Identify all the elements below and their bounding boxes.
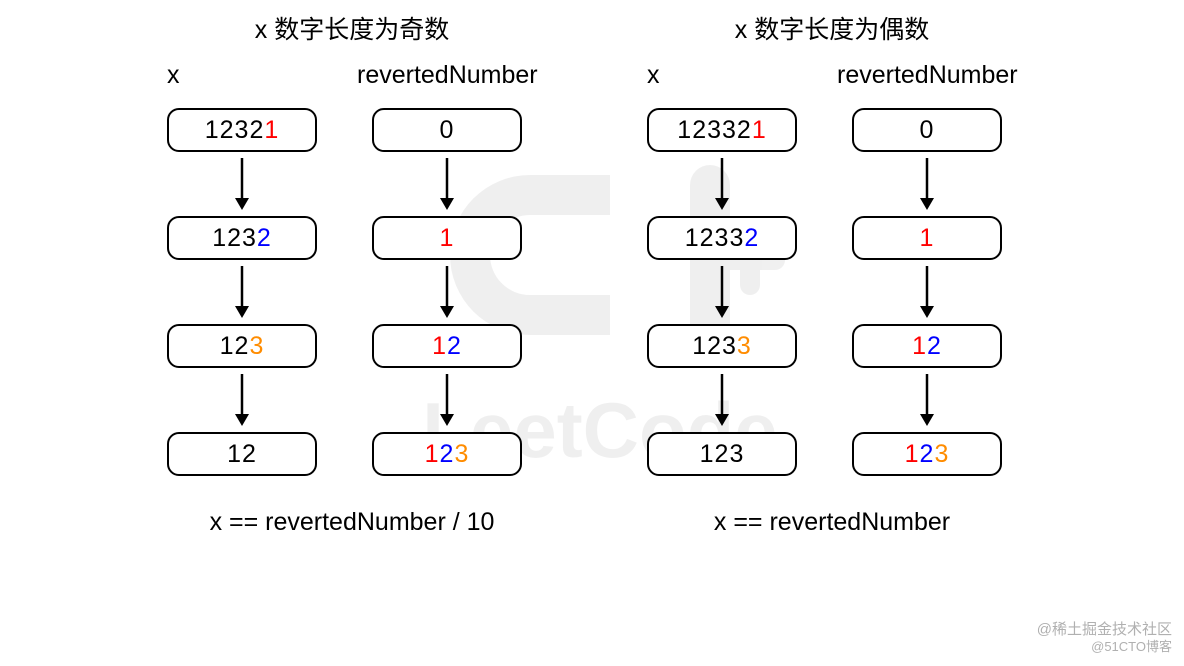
digit: 2 <box>715 440 730 469</box>
digit: 2 <box>692 116 707 145</box>
digit: 2 <box>447 332 462 361</box>
flow-column: x123321 12332 1233 123 <box>647 60 797 476</box>
digit: 1 <box>432 332 447 361</box>
watermark-line-2: @51CTO博客 <box>1037 639 1172 656</box>
panel-footer: x == revertedNumber <box>714 508 950 537</box>
value-box: 12 <box>167 432 317 476</box>
digit: 1 <box>212 224 227 253</box>
digit: 3 <box>249 332 264 361</box>
digit: 1 <box>440 224 455 253</box>
digit: 3 <box>737 332 752 361</box>
value-box: 123321 <box>647 108 797 152</box>
down-arrow-icon <box>917 152 937 216</box>
value-box: 12321 <box>167 108 317 152</box>
digit: 1 <box>752 116 767 145</box>
digit: 3 <box>707 116 722 145</box>
digit: 1 <box>425 440 440 469</box>
digit: 2 <box>927 332 942 361</box>
digit: 3 <box>722 116 737 145</box>
bottom-watermark: @稀土掘金技术社区 @51CTO博客 <box>1037 620 1172 656</box>
diagram-panel: x 数字长度为奇数x12321 1232 123 12revertedNumbe… <box>167 10 537 537</box>
digit: 2 <box>242 440 257 469</box>
value-box: 0 <box>852 108 1002 152</box>
digit: 1 <box>227 440 242 469</box>
digit: 2 <box>737 116 752 145</box>
down-arrow-icon <box>437 260 457 324</box>
down-arrow-icon <box>232 368 252 432</box>
digit: 2 <box>700 224 715 253</box>
digit: 2 <box>920 440 935 469</box>
down-arrow-icon <box>437 368 457 432</box>
digit: 2 <box>257 224 272 253</box>
column-header: revertedNumber <box>357 60 537 90</box>
digit: 1 <box>220 332 235 361</box>
down-arrow-icon <box>917 260 937 324</box>
diagram-panel: x 数字长度为偶数x123321 12332 1233 123revertedN… <box>647 10 1017 537</box>
digit: 3 <box>242 224 257 253</box>
digit: 2 <box>707 332 722 361</box>
column-header: x <box>647 60 797 90</box>
down-arrow-icon <box>232 260 252 324</box>
digit: 2 <box>220 116 235 145</box>
digit: 3 <box>729 224 744 253</box>
down-arrow-icon <box>917 368 937 432</box>
value-box: 123 <box>372 432 522 476</box>
digit: 3 <box>235 116 250 145</box>
flow-column: revertedNumber0 1 12 123 <box>837 60 1017 476</box>
value-box: 123 <box>852 432 1002 476</box>
digit: 3 <box>715 224 730 253</box>
digit: 1 <box>205 116 220 145</box>
panel-title: x 数字长度为奇数 <box>255 10 449 46</box>
digit: 1 <box>685 224 700 253</box>
digit: 2 <box>440 440 455 469</box>
down-arrow-icon <box>712 368 732 432</box>
flow-column: x12321 1232 123 12 <box>167 60 317 476</box>
diagram-container: x 数字长度为奇数x12321 1232 123 12revertedNumbe… <box>0 0 1184 537</box>
down-arrow-icon <box>712 152 732 216</box>
panel-title: x 数字长度为偶数 <box>735 10 929 46</box>
value-box: 12 <box>372 324 522 368</box>
digit: 1 <box>920 224 935 253</box>
digit: 1 <box>692 332 707 361</box>
digit: 1 <box>700 440 715 469</box>
value-box: 123 <box>647 432 797 476</box>
digit: 3 <box>934 440 949 469</box>
value-box: 1 <box>372 216 522 260</box>
digit: 3 <box>729 440 744 469</box>
digit: 1 <box>905 440 920 469</box>
watermark-line-1: @稀土掘金技术社区 <box>1037 620 1172 640</box>
value-box: 1233 <box>647 324 797 368</box>
digit: 3 <box>454 440 469 469</box>
digit: 2 <box>744 224 759 253</box>
value-box: 1 <box>852 216 1002 260</box>
digit: 3 <box>722 332 737 361</box>
down-arrow-icon <box>437 152 457 216</box>
digit: 1 <box>912 332 927 361</box>
columns-wrap: x12321 1232 123 12revertedNumber0 1 12 1… <box>167 60 537 476</box>
flow-column: revertedNumber0 1 12 123 <box>357 60 537 476</box>
column-header: revertedNumber <box>837 60 1017 90</box>
digit: 2 <box>249 116 264 145</box>
columns-wrap: x123321 12332 1233 123revertedNumber0 1 … <box>647 60 1017 476</box>
value-box: 12332 <box>647 216 797 260</box>
value-box: 12 <box>852 324 1002 368</box>
down-arrow-icon <box>232 152 252 216</box>
panel-footer: x == revertedNumber / 10 <box>210 508 495 537</box>
value-box: 0 <box>372 108 522 152</box>
digit: 1 <box>677 116 692 145</box>
digit: 0 <box>440 116 455 145</box>
value-box: 123 <box>167 324 317 368</box>
digit: 2 <box>235 332 250 361</box>
down-arrow-icon <box>712 260 732 324</box>
column-header: x <box>167 60 317 90</box>
digit: 1 <box>264 116 279 145</box>
digit: 2 <box>227 224 242 253</box>
value-box: 1232 <box>167 216 317 260</box>
digit: 0 <box>920 116 935 145</box>
